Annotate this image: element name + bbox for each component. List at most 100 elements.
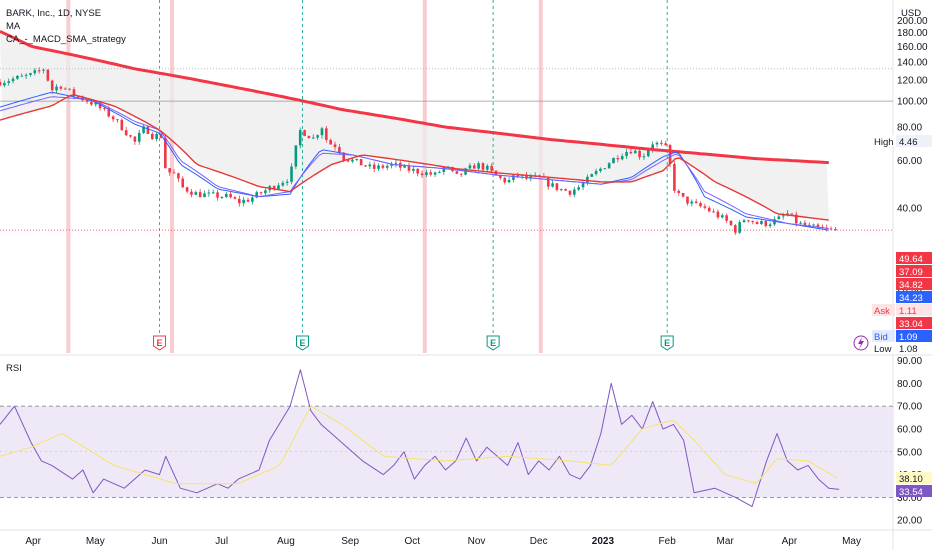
candle-body-66	[285, 181, 289, 183]
price-tick-label-5: 100.00	[897, 97, 928, 108]
candle-body-52	[224, 193, 228, 197]
time-tick-label-11: Mar	[717, 536, 735, 547]
price-badge-tag-5	[872, 304, 895, 316]
price-tick-label-3: 140.00	[897, 57, 928, 68]
candle-body-72	[311, 137, 315, 139]
price-badge-text-5: Ask	[874, 306, 890, 317]
candle-body-152	[660, 142, 663, 144]
candle-body-116	[503, 177, 507, 183]
time-tick-label-5: Sep	[341, 536, 359, 547]
candle-body-49	[211, 192, 215, 194]
candle-body-79	[342, 152, 346, 161]
price-badge-8	[896, 342, 932, 354]
candle-body-168	[729, 220, 733, 226]
candle-body-179	[777, 216, 781, 220]
candle-body-84	[364, 165, 367, 167]
candle-body-86	[372, 164, 376, 169]
candle-body-121	[525, 174, 528, 179]
candle-body-75	[325, 128, 328, 140]
candle-body-162	[703, 206, 707, 208]
candle-body-55	[238, 198, 241, 204]
earnings-marker-label-1: E	[299, 338, 305, 348]
candle-body-41	[177, 173, 180, 179]
candle-body-139	[603, 168, 607, 170]
candle-body-172	[747, 220, 750, 222]
candle-body-9	[37, 70, 41, 72]
candle-body-32	[137, 132, 141, 142]
candle-body-130	[564, 189, 567, 191]
candle-body-111	[481, 163, 485, 170]
candle-body-14	[59, 86, 63, 89]
candle-body-74	[320, 128, 324, 136]
price-badge-text-0: High	[874, 137, 894, 148]
candle-body-119	[516, 175, 520, 177]
candle-body-186	[807, 224, 811, 226]
candle-body-11	[46, 69, 50, 81]
candle-body-77	[333, 144, 337, 148]
candle-body-3	[11, 78, 15, 82]
price-tick-label-0: 200.00	[897, 16, 928, 27]
candle-body-82	[355, 158, 359, 160]
rsi-series-0	[0, 369, 840, 507]
candle-body-133	[577, 187, 580, 190]
candle-body-175	[760, 221, 763, 225]
price-badge-value-3: 34.82	[899, 280, 923, 291]
candle-body-22	[94, 102, 98, 105]
candle-body-88	[381, 165, 385, 168]
candle-body-48	[207, 192, 211, 194]
candle-body-65	[281, 182, 285, 186]
candle-body-108	[468, 165, 472, 169]
candle-body-6	[24, 74, 28, 76]
candle-body-12	[50, 80, 54, 91]
candle-body-143	[620, 156, 624, 160]
ma-indicator-label[interactable]: MA	[6, 21, 21, 32]
candle-body-34	[146, 126, 150, 134]
candle-body-15	[63, 88, 67, 90]
candle-body-170	[738, 222, 741, 233]
candle-body-38	[164, 137, 167, 169]
candle-body-70	[303, 130, 306, 136]
candle-body-137	[594, 170, 598, 175]
rsi-tick-label-3: 60.00	[897, 424, 922, 435]
candle-body-98	[425, 172, 428, 176]
candle-body-40	[172, 172, 176, 174]
price-badge-tag-7	[872, 330, 895, 342]
price-tick-label-1: 180.00	[897, 28, 928, 39]
candle-body-2	[7, 81, 11, 83]
candle-body-90	[390, 163, 393, 166]
candle-body-56	[242, 199, 245, 204]
price-tick-label-2: 160.00	[897, 42, 928, 53]
price-tick-label-8: 40.00	[897, 203, 922, 214]
candle-body-184	[799, 222, 802, 224]
price-badge-value-7: 1.09	[899, 332, 918, 343]
candle-body-128	[555, 183, 559, 191]
candle-body-129	[559, 189, 563, 191]
chart-title[interactable]: BARK, Inc., 1D, NYSE	[6, 8, 102, 19]
candle-body-164	[712, 211, 715, 213]
candle-body-124	[538, 175, 541, 177]
candle-body-17	[72, 89, 76, 97]
rsi-tick-label-4: 50.00	[897, 447, 922, 458]
candle-body-83	[359, 158, 363, 166]
candle-body-187	[812, 224, 815, 226]
candle-body-68	[294, 145, 298, 167]
time-tick-label-7: Nov	[468, 536, 486, 547]
price-badge-0	[896, 135, 932, 147]
rsi-label[interactable]: RSI	[6, 363, 22, 374]
price-badge-value-5: 1.11	[899, 306, 917, 317]
rsi-tick-label-2: 70.00	[897, 402, 922, 413]
candle-body-95	[412, 168, 415, 171]
candle-body-134	[581, 183, 585, 188]
candle-body-159	[690, 201, 694, 204]
candle-body-50	[216, 192, 219, 198]
strategy-indicator-label[interactable]: CA_-_MACD_SMA_strategy	[6, 34, 126, 45]
candle-body-155	[673, 163, 676, 191]
earnings-marker-0	[153, 335, 167, 351]
candle-body-59	[255, 192, 259, 198]
time-tick-label-12: Apr	[782, 536, 798, 547]
candle-body-192	[834, 228, 837, 230]
price-badge-value-6: 33.04	[899, 319, 923, 330]
candle-body-157	[681, 192, 685, 197]
